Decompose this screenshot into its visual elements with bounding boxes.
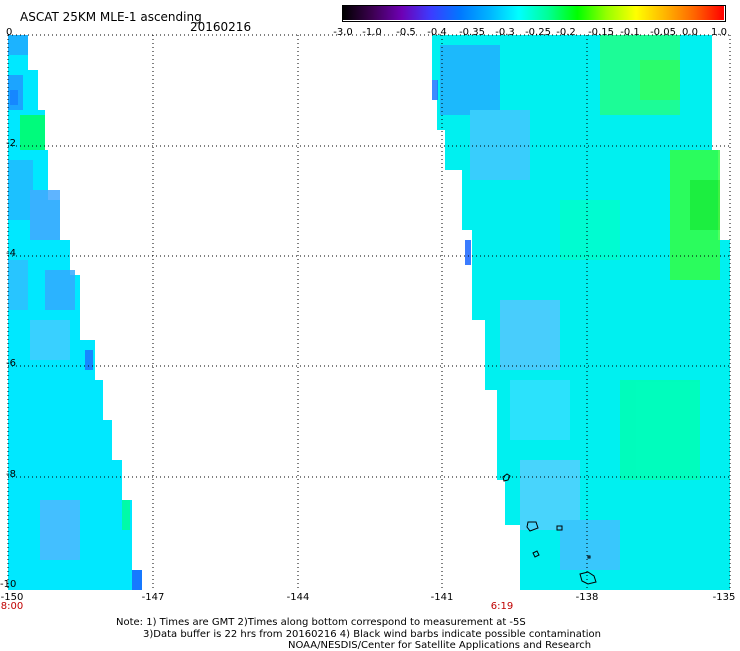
- colorbar: [342, 5, 726, 22]
- grid-lines: [7, 34, 731, 590]
- map-title: ASCAT 25KM MLE-1 ascending: [20, 10, 202, 24]
- lat-label: -4: [6, 248, 16, 259]
- lat-label: -2: [6, 138, 16, 149]
- colorbar-label: -0.2: [556, 27, 576, 38]
- colorbar-label: -3.0: [333, 27, 353, 38]
- lat-label: -10: [0, 579, 17, 590]
- lon-label: -147: [141, 592, 165, 603]
- colorbar-label: -0.5: [396, 27, 416, 38]
- lat-label: -8: [6, 469, 16, 480]
- lon-label: -150: [0, 592, 24, 603]
- colorbar-label: -0.4: [427, 27, 447, 38]
- data-swath-left-shading: [8, 35, 142, 590]
- colorbar-label: -0.35: [459, 27, 485, 38]
- lon-label: -144: [286, 592, 310, 603]
- colorbar-label: -0.15: [588, 27, 614, 38]
- lon-label: -138: [575, 592, 599, 603]
- colorbar-gradient: [343, 6, 724, 20]
- lon-label: -135: [712, 592, 736, 603]
- data-swath-left: [8, 35, 142, 590]
- colorbar-label: -0.05: [650, 27, 676, 38]
- footnote-line-2: 3)Data buffer is 22 hrs from 20160216 4)…: [143, 629, 601, 640]
- colorbar-label: -0.1: [620, 27, 640, 38]
- colorbar-label: 0.0: [682, 27, 698, 38]
- lat-label: -6: [6, 358, 16, 369]
- colorbar-label: 1.0: [711, 27, 727, 38]
- colorbar-label: -0.25: [525, 27, 551, 38]
- footnote-line-1: Note: 1) Times are GMT 2)Times along bot…: [116, 617, 526, 628]
- lon-label: -141: [430, 592, 454, 603]
- island-outlines: [502, 473, 597, 585]
- data-swath-right-shading: [432, 35, 720, 570]
- time-label: 6:19: [490, 601, 514, 612]
- footnote-credit: NOAA/NESDIS/Center for Satellite Applica…: [288, 640, 592, 651]
- map-date: 20160216: [190, 20, 252, 34]
- lat-label: 0: [6, 27, 13, 38]
- time-label: 8:00: [0, 601, 24, 612]
- colorbar-label: -1.0: [362, 27, 382, 38]
- colorbar-label: -0.3: [495, 27, 515, 38]
